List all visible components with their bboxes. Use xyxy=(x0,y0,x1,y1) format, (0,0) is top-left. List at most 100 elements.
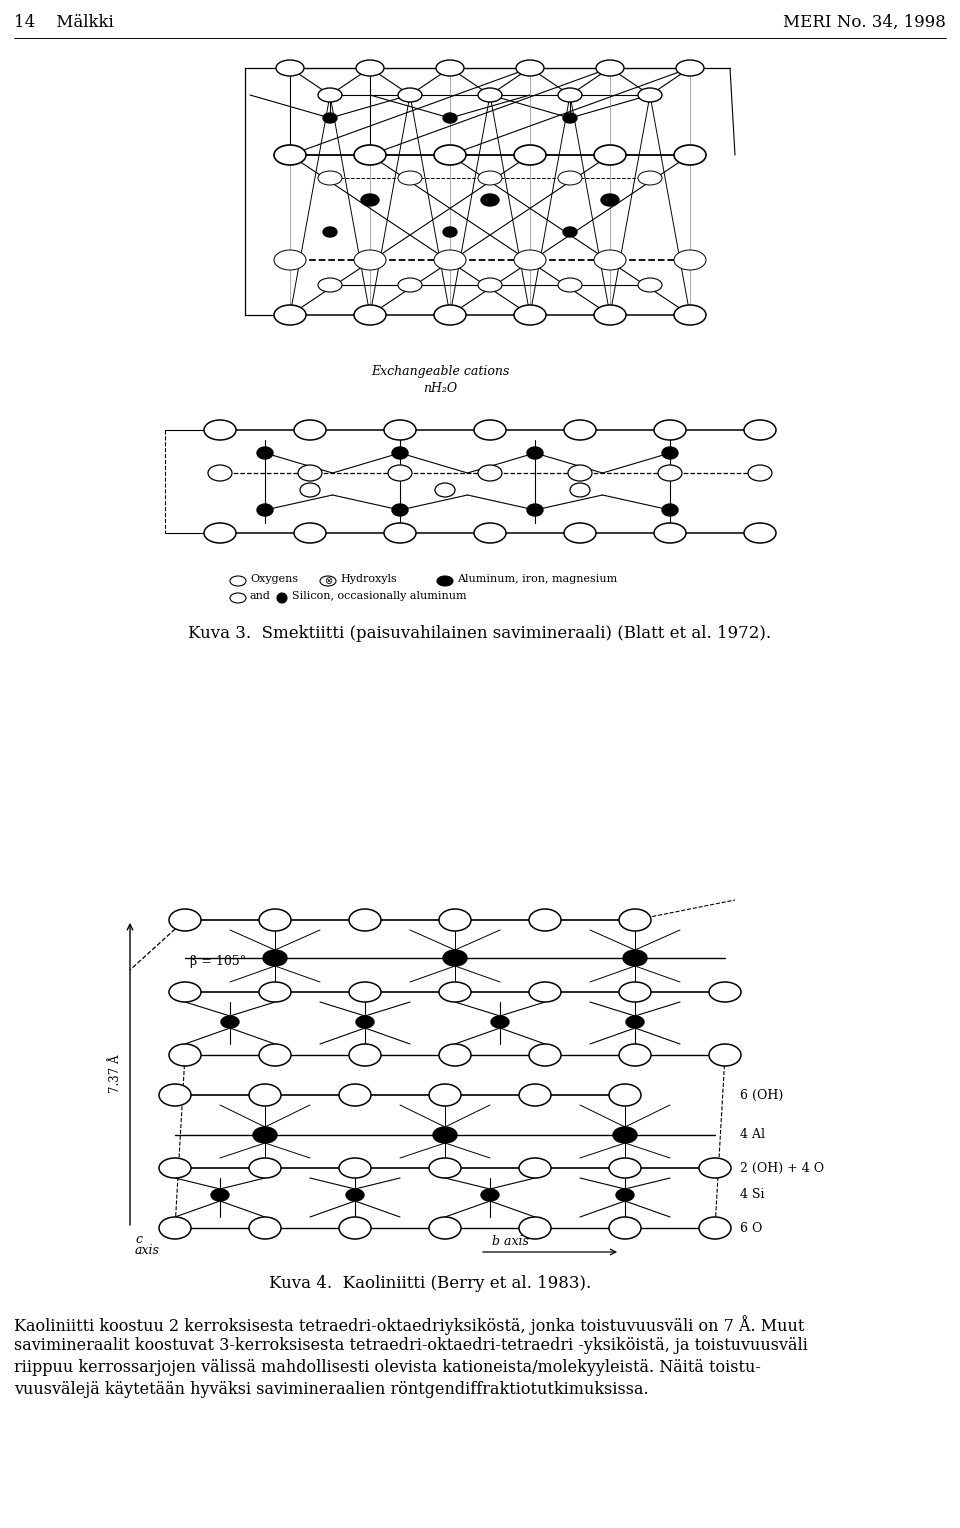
Ellipse shape xyxy=(558,171,582,185)
Ellipse shape xyxy=(601,194,619,206)
Text: nH₂O: nH₂O xyxy=(423,382,457,396)
Ellipse shape xyxy=(230,576,246,587)
Ellipse shape xyxy=(613,1128,637,1143)
Ellipse shape xyxy=(349,983,381,1002)
Ellipse shape xyxy=(594,251,626,270)
Ellipse shape xyxy=(388,465,412,481)
Ellipse shape xyxy=(443,113,457,122)
Ellipse shape xyxy=(259,1044,291,1067)
Ellipse shape xyxy=(662,448,678,458)
Ellipse shape xyxy=(259,909,291,931)
Text: 4 Si: 4 Si xyxy=(740,1189,764,1201)
Ellipse shape xyxy=(529,909,561,931)
Ellipse shape xyxy=(439,909,471,931)
Ellipse shape xyxy=(654,523,686,542)
Ellipse shape xyxy=(434,145,466,165)
Text: b axis: b axis xyxy=(492,1235,528,1248)
Ellipse shape xyxy=(323,113,337,122)
Ellipse shape xyxy=(662,504,678,516)
Ellipse shape xyxy=(623,950,647,966)
Ellipse shape xyxy=(159,1216,191,1239)
Ellipse shape xyxy=(638,278,662,292)
Ellipse shape xyxy=(658,465,682,481)
Text: Kuva 4.  Kaoliniitti (Berry et al. 1983).: Kuva 4. Kaoliniitti (Berry et al. 1983). xyxy=(269,1274,591,1293)
Ellipse shape xyxy=(609,1158,641,1178)
Ellipse shape xyxy=(439,983,471,1002)
Ellipse shape xyxy=(676,60,704,76)
Ellipse shape xyxy=(564,523,596,542)
Ellipse shape xyxy=(514,145,546,165)
Text: Kaoliniitti koostuu 2 kerroksisesta tetraedri-oktaedriyksiköstä, jonka toistuvuu: Kaoliniitti koostuu 2 kerroksisesta tetr… xyxy=(14,1316,804,1335)
Ellipse shape xyxy=(298,465,322,481)
Text: Silicon, occasionally aluminum: Silicon, occasionally aluminum xyxy=(292,591,467,601)
Ellipse shape xyxy=(443,950,467,966)
Ellipse shape xyxy=(748,465,772,481)
Ellipse shape xyxy=(474,523,506,542)
Ellipse shape xyxy=(263,950,287,966)
Ellipse shape xyxy=(169,909,201,931)
Text: axis: axis xyxy=(135,1244,160,1258)
Ellipse shape xyxy=(249,1216,281,1239)
Text: c: c xyxy=(135,1233,142,1245)
Text: 4 Al: 4 Al xyxy=(740,1129,765,1141)
Text: 7.37 Å: 7.37 Å xyxy=(109,1054,122,1093)
Ellipse shape xyxy=(349,909,381,931)
Ellipse shape xyxy=(169,983,201,1002)
Ellipse shape xyxy=(318,171,342,185)
Ellipse shape xyxy=(594,306,626,325)
Ellipse shape xyxy=(429,1083,461,1106)
Text: 6 (OH): 6 (OH) xyxy=(740,1088,783,1102)
Ellipse shape xyxy=(339,1158,371,1178)
Ellipse shape xyxy=(294,523,326,542)
Ellipse shape xyxy=(619,1044,651,1067)
Ellipse shape xyxy=(478,465,502,481)
Ellipse shape xyxy=(204,420,236,440)
Ellipse shape xyxy=(349,1044,381,1067)
Ellipse shape xyxy=(478,171,502,185)
Ellipse shape xyxy=(398,89,422,102)
Ellipse shape xyxy=(274,306,306,325)
Ellipse shape xyxy=(392,504,408,516)
Ellipse shape xyxy=(699,1216,731,1239)
Text: riippuu kerrossarjojen välissä mahdollisesti olevista kationeista/molekyyleistä.: riippuu kerrossarjojen välissä mahdollis… xyxy=(14,1358,761,1377)
Text: vuusvälejä käytetään hyväksi savimineraalien röntgendiffraktiotutkimuksissa.: vuusvälejä käytetään hyväksi savimineraa… xyxy=(14,1381,649,1398)
Ellipse shape xyxy=(674,306,706,325)
Ellipse shape xyxy=(346,1189,364,1201)
Ellipse shape xyxy=(638,171,662,185)
Ellipse shape xyxy=(204,523,236,542)
Ellipse shape xyxy=(519,1216,551,1239)
Ellipse shape xyxy=(626,1016,644,1028)
Ellipse shape xyxy=(257,448,273,458)
Ellipse shape xyxy=(169,1044,201,1067)
Ellipse shape xyxy=(519,1158,551,1178)
Ellipse shape xyxy=(674,145,706,165)
Text: 14    Mälkki: 14 Mälkki xyxy=(14,14,113,31)
Ellipse shape xyxy=(159,1158,191,1178)
Ellipse shape xyxy=(384,420,416,440)
Ellipse shape xyxy=(249,1083,281,1106)
Ellipse shape xyxy=(609,1216,641,1239)
Ellipse shape xyxy=(594,145,626,165)
Text: β = 105°: β = 105° xyxy=(190,955,246,969)
Ellipse shape xyxy=(619,909,651,931)
Ellipse shape xyxy=(439,1044,471,1067)
Ellipse shape xyxy=(709,1044,741,1067)
Ellipse shape xyxy=(294,420,326,440)
Text: Hydroxyls: Hydroxyls xyxy=(340,575,396,584)
Ellipse shape xyxy=(434,251,466,270)
Ellipse shape xyxy=(320,576,336,587)
Ellipse shape xyxy=(437,576,453,587)
Ellipse shape xyxy=(478,89,502,102)
Text: Aluminum, iron, magnesium: Aluminum, iron, magnesium xyxy=(457,575,617,584)
Ellipse shape xyxy=(609,1083,641,1106)
Ellipse shape xyxy=(356,60,384,76)
Ellipse shape xyxy=(211,1189,229,1201)
Ellipse shape xyxy=(318,89,342,102)
Ellipse shape xyxy=(354,145,386,165)
Ellipse shape xyxy=(429,1158,461,1178)
Text: MERI No. 34, 1998: MERI No. 34, 1998 xyxy=(783,14,946,31)
Ellipse shape xyxy=(616,1189,634,1201)
Ellipse shape xyxy=(274,251,306,270)
Ellipse shape xyxy=(300,483,320,497)
Text: Kuva 3.  Smektiitti (paisuvahilainen savimineraali) (Blatt et al. 1972).: Kuva 3. Smektiitti (paisuvahilainen savi… xyxy=(188,625,772,642)
